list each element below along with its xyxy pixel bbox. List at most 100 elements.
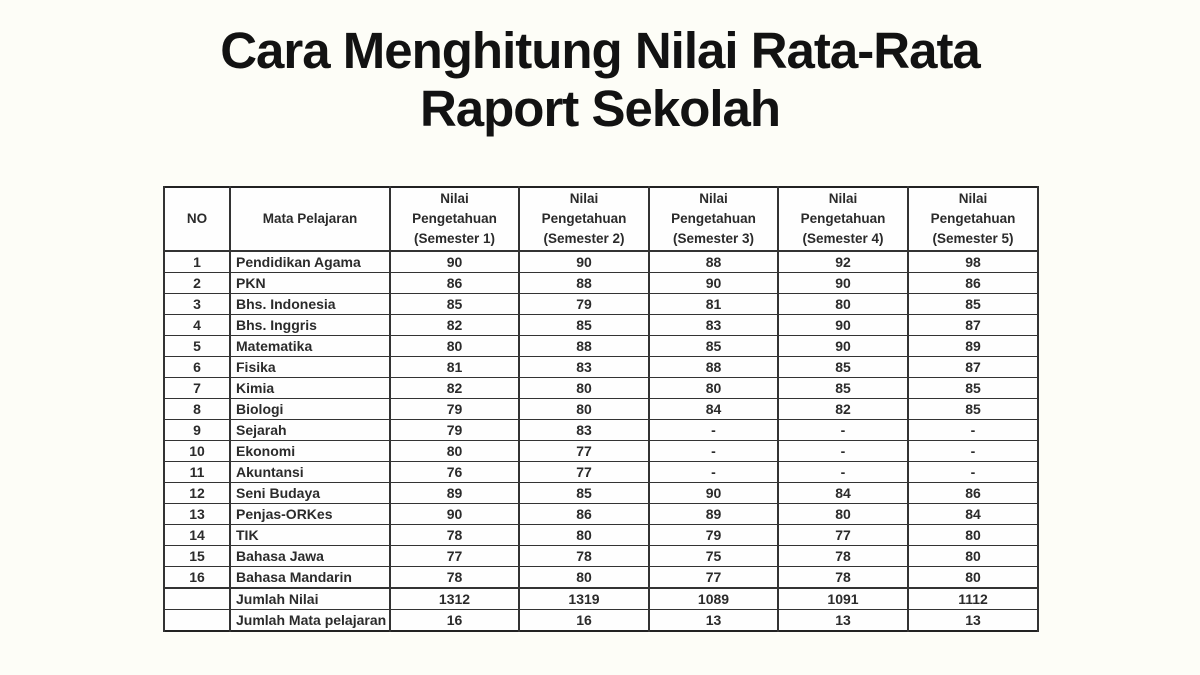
summary-value-semester-3: 1089 <box>648 587 779 610</box>
table-row: 13 Penjas-ORKes 90 86 89 80 84 <box>163 503 1039 525</box>
row-number: 11 <box>163 461 231 483</box>
score-semester-4: 92 <box>777 250 909 273</box>
score-semester-2: 83 <box>518 419 650 441</box>
score-semester-5: 80 <box>907 524 1039 546</box>
summary-empty-cell <box>163 609 231 632</box>
score-semester-5: 85 <box>907 377 1039 399</box>
score-semester-3: 90 <box>648 482 779 504</box>
score-semester-4: 78 <box>777 545 909 567</box>
score-semester-5: 86 <box>907 272 1039 294</box>
score-semester-4: 80 <box>777 503 909 525</box>
score-semester-1: 79 <box>389 398 520 420</box>
score-semester-4: 77 <box>777 524 909 546</box>
subject-name: Bahasa Mandarin <box>229 566 391 589</box>
table-row: 7 Kimia 82 80 80 85 85 <box>163 377 1039 399</box>
row-number: 4 <box>163 314 231 336</box>
score-semester-1: 90 <box>389 503 520 525</box>
score-semester-5: 80 <box>907 545 1039 567</box>
score-semester-5: - <box>907 419 1039 441</box>
page-title-line-2: Raport Sekolah <box>419 79 781 137</box>
column-header-5: Nilai Pengetahuan (Semester 4) <box>777 186 909 252</box>
grades-table-header: NO Mata Pelajaran Nilai Pengetahuan (Semes… <box>163 186 1039 252</box>
summary-label: Jumlah Mata pelajaran <box>229 609 391 632</box>
column-header-2: Nilai Pengetahuan (Semester 1) <box>389 186 520 252</box>
score-semester-4: - <box>777 419 909 441</box>
table-row: 9 Sejarah 79 83- - - <box>163 419 1039 441</box>
score-semester-3: - <box>648 419 779 441</box>
summary-empty-cell <box>163 587 231 610</box>
subject-name: Matematika <box>229 335 391 357</box>
score-semester-2: 90 <box>518 250 650 273</box>
summary-value-semester-4: 13 <box>777 609 909 632</box>
score-semester-4: 80 <box>777 293 909 315</box>
column-header-0: NO <box>163 186 231 252</box>
subject-name: Seni Budaya <box>229 482 391 504</box>
subject-name: TIK <box>229 524 391 546</box>
score-semester-5: 87 <box>907 314 1039 336</box>
score-semester-2: 86 <box>518 503 650 525</box>
score-semester-4: 78 <box>777 566 909 589</box>
row-number: 8 <box>163 398 231 420</box>
score-semester-3: 85 <box>648 335 779 357</box>
score-semester-4: 90 <box>777 314 909 336</box>
score-semester-3: 88 <box>648 250 779 273</box>
column-header-4: Nilai Pengetahuan (Semester 3) <box>648 186 779 252</box>
subject-name: Fisika <box>229 356 391 378</box>
summary-value-semester-5: 13 <box>907 609 1039 632</box>
row-number: 1 <box>163 250 231 273</box>
score-semester-2: 79 <box>518 293 650 315</box>
score-semester-2: 80 <box>518 524 650 546</box>
table-row: 5 Matematika 80 88 85 90 89 <box>163 335 1039 357</box>
row-number: 12 <box>163 482 231 504</box>
score-semester-3: - <box>648 461 779 483</box>
score-semester-2: 85 <box>518 314 650 336</box>
table-row: 1 Pendidikan Agama 90 90 88 92 98 <box>163 250 1039 273</box>
score-semester-3: 81 <box>648 293 779 315</box>
summary-value-semester-5: 1112 <box>907 587 1039 610</box>
score-semester-3: 88 <box>648 356 779 378</box>
score-semester-3: 75 <box>648 545 779 567</box>
row-number: 10 <box>163 440 231 462</box>
score-semester-1: 85 <box>389 293 520 315</box>
summary-value-semester-2: 16 <box>518 609 650 632</box>
page-title-line-1: Cara Menghitung Nilai Rata-Rata <box>220 22 981 79</box>
score-semester-2: 77 <box>518 461 650 483</box>
grades-table-body: 1 Pendidikan Agama 90 90 88 92 98 2 PKN 86 88 90 90 8… <box>163 250 1039 632</box>
score-semester-2: 80 <box>518 398 650 420</box>
score-semester-4: 85 <box>777 377 909 399</box>
score-semester-3: 84 <box>648 398 779 420</box>
score-semester-2: 88 <box>518 335 650 357</box>
row-number: 16 <box>163 566 231 589</box>
score-semester-2: 78 <box>518 545 650 567</box>
subject-name: Penjas-ORKes <box>229 503 391 525</box>
row-number: 5 <box>163 335 231 357</box>
score-semester-4: - <box>777 461 909 483</box>
table-row: 11 Akuntansi 76 77- - - <box>163 461 1039 483</box>
score-semester-3: 83 <box>648 314 779 336</box>
score-semester-1: 89 <box>389 482 520 504</box>
summary-value-semester-4: 1091 <box>777 587 909 610</box>
column-header-6: Nilai Pengetahuan (Semester 5) <box>907 186 1039 252</box>
score-semester-1: 80 <box>389 440 520 462</box>
subject-name: Kimia <box>229 377 391 399</box>
score-semester-2: 83 <box>518 356 650 378</box>
score-semester-4: 85 <box>777 356 909 378</box>
score-semester-5: 85 <box>907 293 1039 315</box>
score-semester-5: 84 <box>907 503 1039 525</box>
table-row: 3 Bhs. Indonesia 85 79 81 80 85 <box>163 293 1039 315</box>
summary-value-semester-1: 16 <box>389 609 520 632</box>
score-semester-2: 80 <box>518 377 650 399</box>
subject-name: Pendidikan Agama <box>229 250 391 273</box>
row-number: 3 <box>163 293 231 315</box>
subject-name: Akuntansi <box>229 461 391 483</box>
score-semester-5: - <box>907 461 1039 483</box>
score-semester-4: 90 <box>777 335 909 357</box>
score-semester-1: 77 <box>389 545 520 567</box>
score-semester-3: 89 <box>648 503 779 525</box>
score-semester-5: 98 <box>907 250 1039 273</box>
subject-name: Biologi <box>229 398 391 420</box>
score-semester-1: 78 <box>389 566 520 589</box>
score-semester-1: 81 <box>389 356 520 378</box>
row-number: 15 <box>163 545 231 567</box>
